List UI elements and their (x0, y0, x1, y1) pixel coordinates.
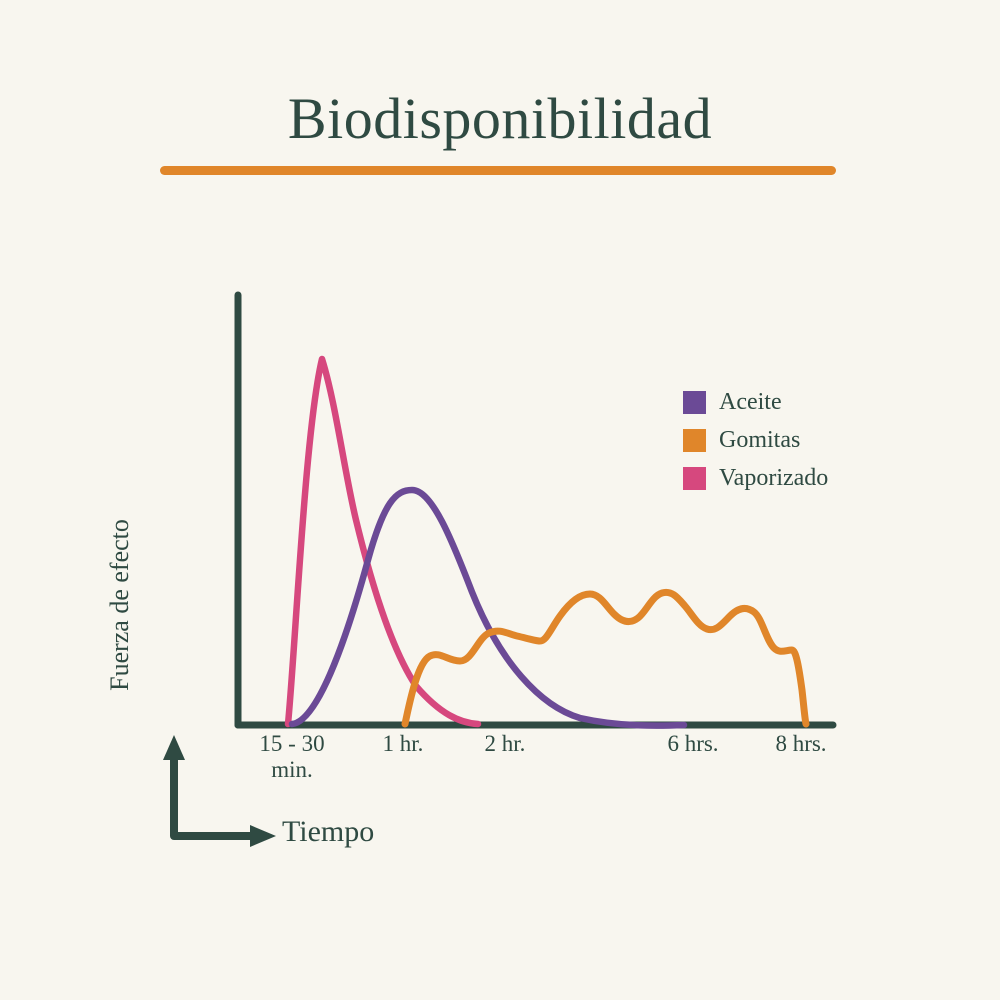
tiempo-flow-arrow (163, 735, 276, 847)
x-tick-6-hrs: 6 hrs. (667, 731, 719, 756)
series-line-aceite (288, 486, 688, 729)
page-title: Biodisponibilidad (287, 86, 713, 151)
x-tick-2-hr: 2 hr. (484, 731, 526, 756)
x-tick-15-30-min: 15 - 30 min. (259, 731, 325, 782)
series-line-gomitas (401, 588, 810, 728)
x-tick-1-hr: 1 hr. (382, 731, 424, 756)
legend-swatch-aceite (683, 390, 706, 414)
y-axis-label: Fuerza de efecto (105, 519, 134, 691)
legend-swatch-gomitas (683, 428, 706, 452)
title-underline-rule (160, 166, 836, 175)
legend-item-vaporizado[interactable]: Vaporizado (683, 466, 828, 490)
x-axis-flow-label: Tiempo (282, 815, 375, 848)
legend-label-aceite: Aceite (719, 389, 782, 415)
legend-label-gomitas: Gomitas (719, 427, 801, 453)
legend-item-aceite[interactable]: Aceite (683, 390, 828, 414)
legend-swatch-vaporizado (683, 466, 706, 490)
legend-label-vaporizado: Vaporizado (719, 465, 829, 491)
chart-legend: Aceite Gomitas Vaporizado (683, 390, 828, 490)
legend-item-gomitas[interactable]: Gomitas (683, 428, 828, 452)
x-tick-8-hrs: 8 hrs. (775, 731, 827, 756)
